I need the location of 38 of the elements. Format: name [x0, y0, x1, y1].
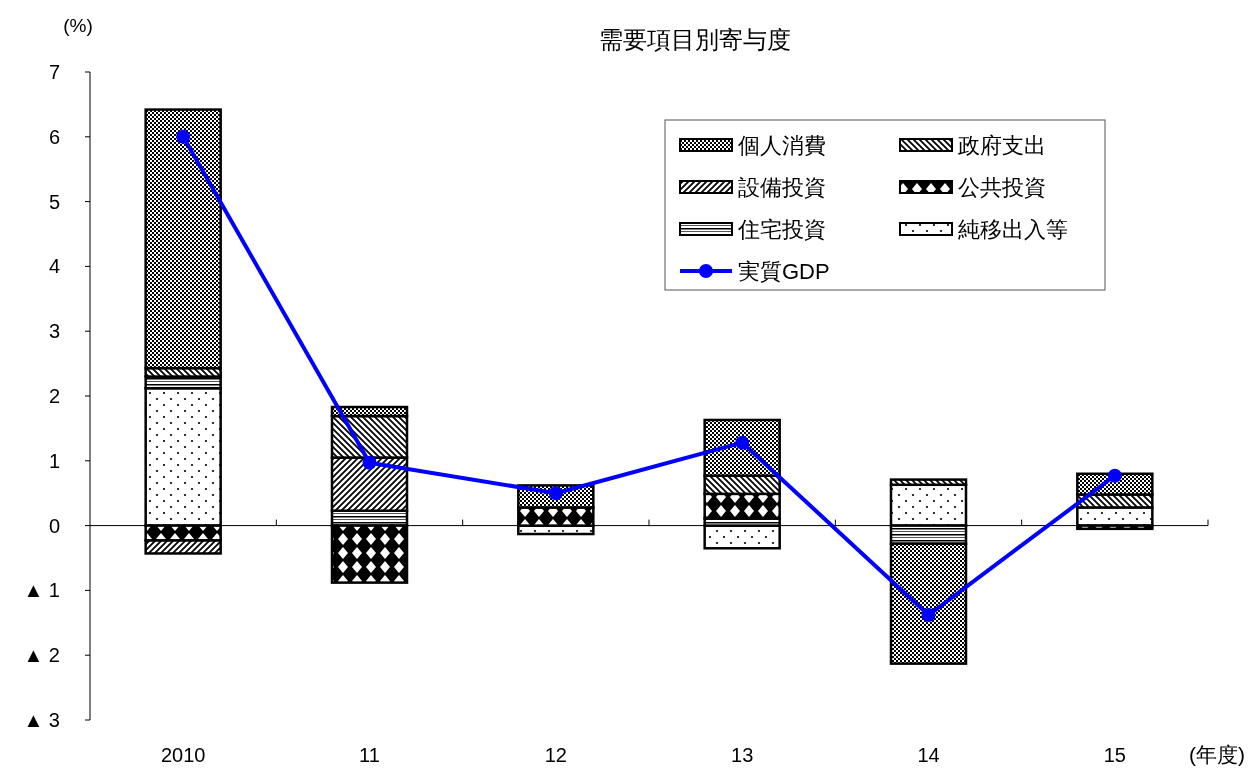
legend-label: 個人消費 — [738, 133, 826, 158]
bar — [889, 542, 968, 665]
point — [176, 129, 191, 144]
y-tick-label: ▲ 3 — [23, 709, 60, 731]
y-tick-label: 6 — [48, 125, 60, 148]
legend-label: 公共投資 — [958, 175, 1046, 200]
x-tick-label: 13 — [731, 744, 754, 766]
y-tick-label: 3 — [48, 320, 60, 343]
x-tick-label: 11 — [359, 744, 380, 766]
y-tick-label: 4 — [48, 255, 60, 278]
legend-label: 純移出入等 — [958, 217, 1068, 242]
x-tick-label: 15 — [1103, 744, 1126, 766]
x-tick-label: 2010 — [160, 744, 206, 766]
bar — [144, 539, 222, 555]
y-tick-label: 7 — [48, 61, 60, 83]
y-axis-title: (%) — [63, 15, 93, 36]
y-tick-label: ▲ 1 — [23, 579, 60, 602]
x-tick-label: 12 — [544, 744, 567, 766]
y-tick-label: ▲ 2 — [23, 644, 60, 667]
legend-label: 設備投資 — [738, 175, 826, 200]
bar — [144, 108, 222, 370]
x-axis-title: (年度) — [1189, 743, 1245, 766]
x-tick-label: 14 — [917, 744, 940, 766]
bar — [703, 492, 781, 520]
legend-label: 政府支出 — [958, 133, 1046, 158]
legend-label: 実質GDP — [738, 259, 830, 284]
chart-title: 需要項目別寄与度 — [599, 26, 791, 53]
y-tick-label: 2 — [48, 385, 60, 407]
point — [362, 455, 377, 470]
point — [735, 435, 750, 450]
legend-label: 住宅投資 — [737, 217, 826, 242]
point — [1107, 468, 1122, 483]
point — [548, 486, 563, 501]
point — [921, 608, 936, 623]
y-tick-label: 0 — [48, 514, 60, 537]
y-tick-label: 1 — [48, 449, 60, 472]
bar — [889, 478, 968, 487]
y-tick-label: 5 — [48, 190, 60, 213]
